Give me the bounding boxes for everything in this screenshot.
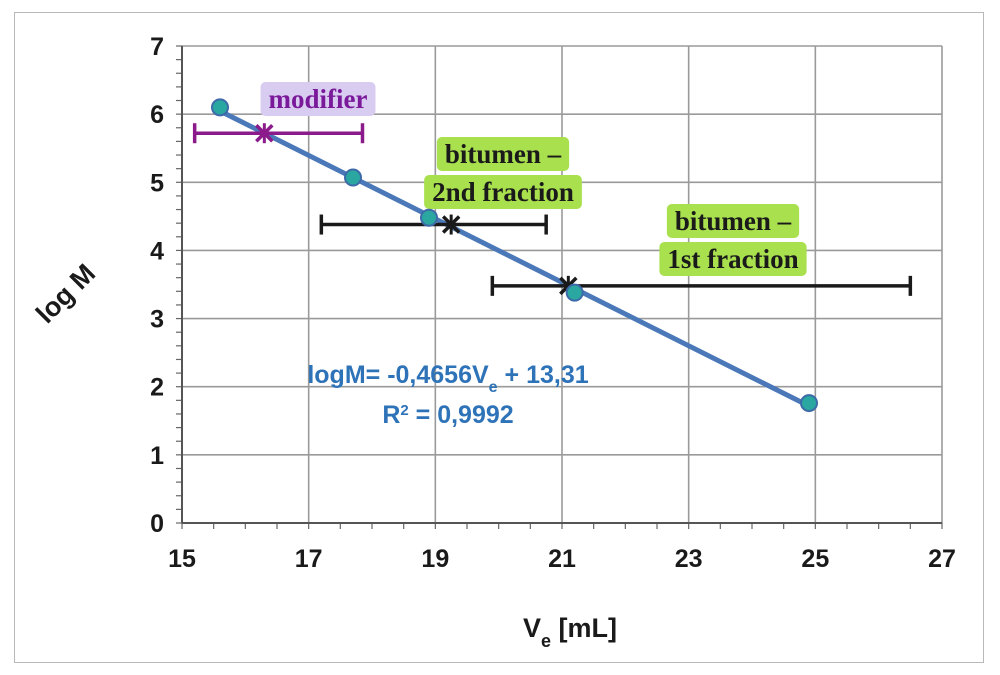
grid	[182, 45, 943, 523]
r-squared: R2 = 0,9992	[382, 401, 513, 429]
range-label: modifier	[260, 82, 376, 116]
range-label-highlight	[436, 137, 570, 171]
x-tick-label: 19	[421, 545, 449, 573]
y-tick-label: 2	[150, 374, 164, 402]
y-tick-label: 4	[150, 237, 164, 265]
x-axis-title: Ve [mL]	[523, 613, 617, 651]
range-label-text: modifier	[269, 84, 368, 114]
calibration-point	[800, 394, 818, 413]
y-tick-label: 1	[150, 442, 164, 470]
calibration-point	[344, 168, 362, 187]
range-label-highlight	[260, 82, 376, 116]
y-tick-label: 6	[150, 101, 164, 129]
x-tick-label: 17	[295, 545, 323, 573]
fraction-ranges: modifier bitumen – 2nd fraction bitumen – 1s…	[192, 82, 913, 296]
regression-line	[217, 108, 812, 409]
calibration-point	[565, 283, 584, 302]
x-tick-label: 21	[548, 545, 576, 573]
x-tick-label: 25	[801, 545, 829, 573]
range-label-text: 2nd fraction	[432, 177, 574, 207]
fit-line-group	[217, 108, 812, 409]
x-tick-label: 15	[168, 545, 196, 573]
range-label-text: 1st fraction	[667, 244, 798, 274]
chart-frame	[14, 12, 984, 663]
calibration-points	[211, 98, 818, 413]
y-tick-label: 7	[150, 33, 164, 61]
range-label: bitumen – 1st fraction	[659, 204, 807, 276]
range-label-highlight	[666, 204, 800, 238]
calibration-point	[211, 98, 229, 117]
range-label-text: bitumen –	[675, 206, 792, 236]
fit-equation: logM= -0,4656Ve + 13,31	[307, 361, 588, 396]
range-label: bitumen – 2nd fraction	[424, 137, 582, 209]
range-label-text: bitumen –	[445, 139, 562, 169]
range-label-highlight	[659, 242, 807, 276]
y-axis-title: log M	[30, 258, 101, 329]
calibration-point	[420, 208, 438, 227]
x-tick-label: 27	[928, 545, 956, 573]
y-tick-label: 5	[150, 169, 164, 197]
y-tick-label: 3	[150, 306, 164, 334]
y-tick-label: 0	[150, 510, 164, 538]
x-tick-label: 23	[675, 545, 703, 573]
range-label-highlight	[424, 175, 582, 209]
